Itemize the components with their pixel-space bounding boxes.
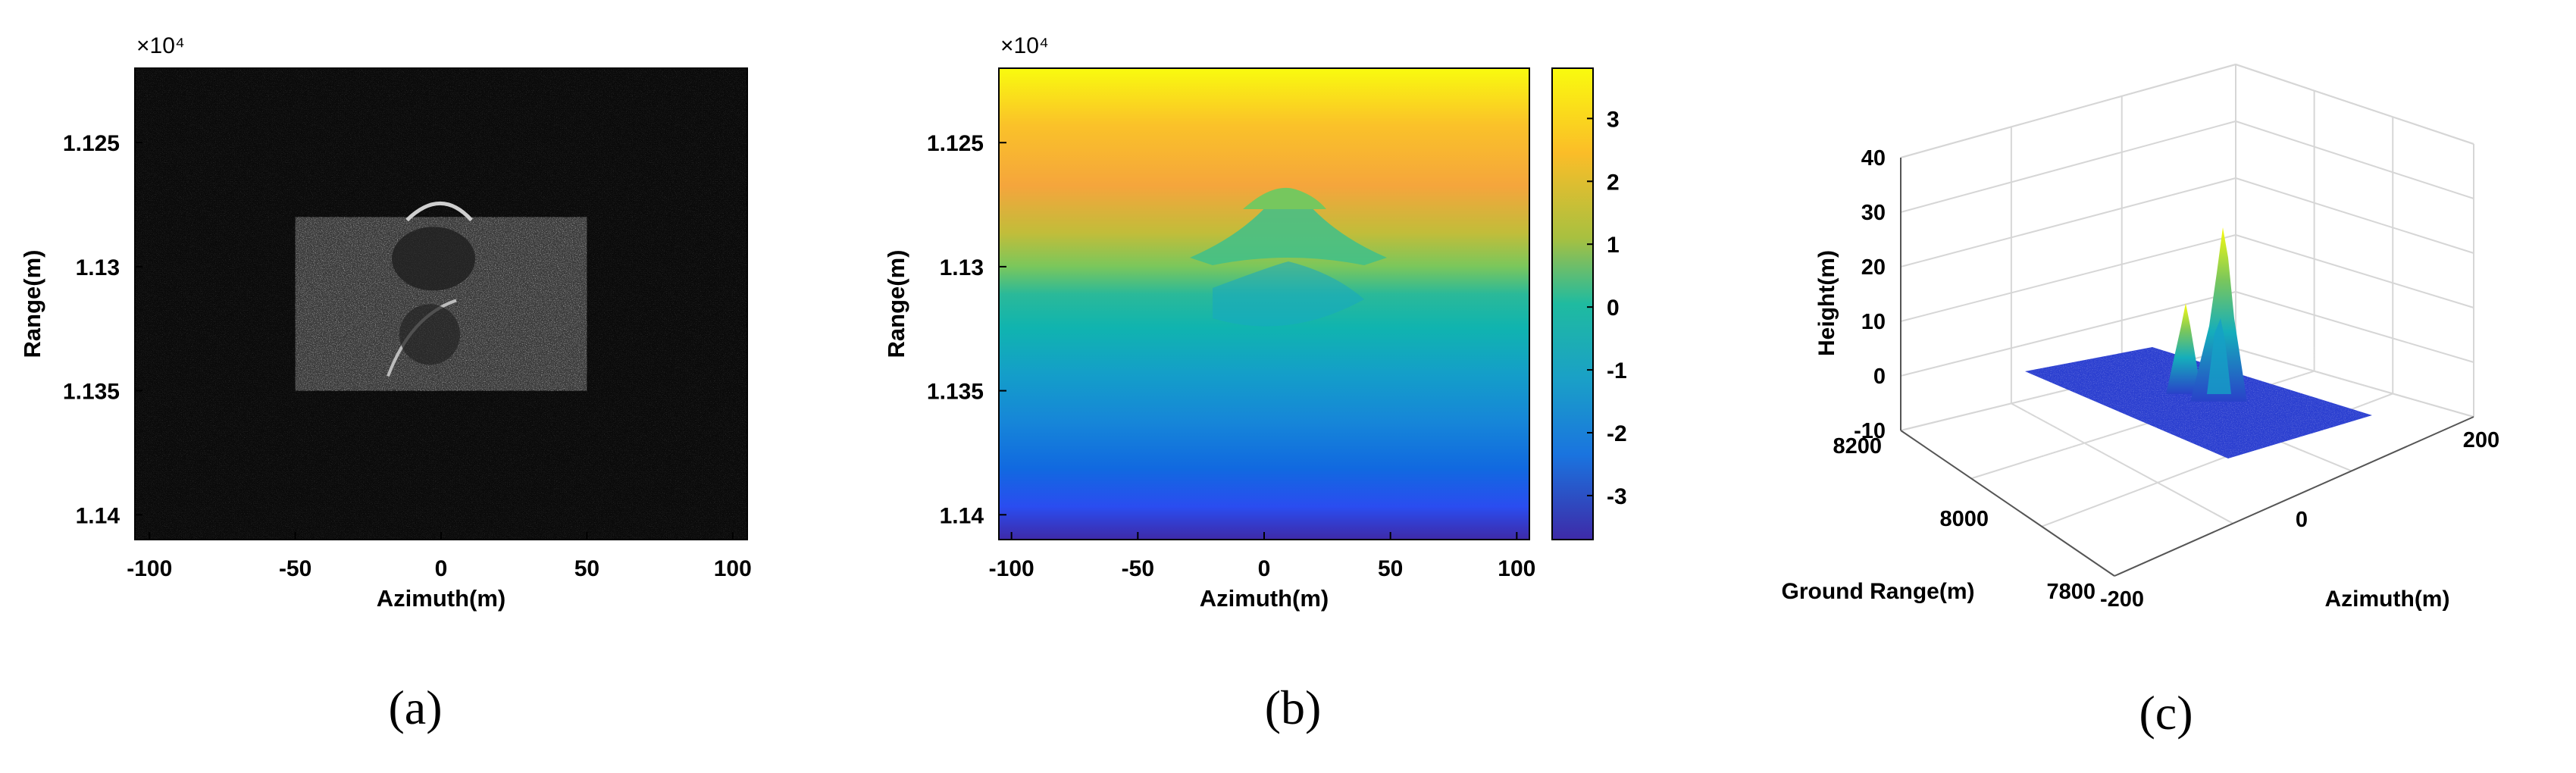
- panel-b-y-exponent: ×10⁴: [1000, 33, 1049, 58]
- panel-b-xtick-label: -50: [1122, 556, 1154, 581]
- panel-a-ytick-label: 1.135: [63, 380, 120, 405]
- panel-c-grid-line: [2235, 291, 2474, 363]
- panel-c-grid-line: [1900, 177, 2236, 268]
- panel-c-ztick-label: 0: [1873, 365, 1886, 389]
- panel-b-ytick-label: 1.13: [940, 255, 984, 280]
- panel-c-ground-texture: [2025, 347, 2372, 458]
- colorbar-tick-label: -1: [1607, 358, 1627, 383]
- panel-b-xlabel: Azimuth(m): [1200, 585, 1329, 612]
- panel-c-grid-line: [1900, 64, 2236, 158]
- panel-c-ylabel: Ground Range(m): [1782, 579, 1975, 604]
- panel-a-ytick-label: 1.14: [76, 503, 121, 528]
- panel-b-xtick-label: 50: [1378, 556, 1403, 581]
- colorbar-tick-label: 3: [1607, 107, 1620, 132]
- panel-c-grid-line: [1900, 234, 2236, 322]
- panel-a-ytick-label: 1.13: [76, 255, 120, 280]
- panel-a-ylabel: Range(m): [19, 250, 45, 358]
- panel-a-scene-region: [295, 202, 587, 391]
- panel-c: -10 0 10 20 30 40 7800 8000 8200 -200 0 200 Height(m…: [1782, 64, 2500, 612]
- panel-c-peak-main: [2190, 227, 2247, 402]
- panel-b-hill-cap: [1243, 187, 1326, 209]
- panel-b-axes: -100 -50 0 50 100 1.125 1.13 1.135 1.14 Azimuth(m…: [883, 33, 1627, 612]
- panel-a-xtick-label: -100: [127, 556, 172, 581]
- panel-b-hill-shadow: [1213, 261, 1364, 327]
- panel-a-ytick-label: 1.125: [63, 131, 120, 156]
- panel-c-grid-line: [1900, 120, 2236, 213]
- panel-c-grid-line: [2235, 120, 2474, 199]
- panel-a-xtick-label: 100: [714, 556, 752, 581]
- panel-a-ridge-shadow: [399, 304, 460, 365]
- colorbar-tick-label: -3: [1607, 484, 1627, 509]
- panel-b-ytick-label: 1.125: [927, 131, 984, 156]
- colorbar-tick-label: 2: [1607, 170, 1620, 195]
- panel-c-xtick-label: 0: [2296, 508, 2308, 532]
- panel-a-xtick-label: 50: [574, 556, 599, 581]
- panel-c-zlabel: Height(m): [1814, 250, 1839, 356]
- panel-c-grid-line: [2235, 64, 2474, 145]
- panel-c-ztick-label: -10: [1854, 419, 1886, 443]
- panel-b-xtick-label: 0: [1258, 556, 1271, 581]
- panel-b-ytick-label: 1.14: [940, 503, 984, 528]
- panel-b-hill-feature: [1190, 193, 1387, 265]
- colorbar-tick-label: 1: [1607, 233, 1620, 258]
- panel-a-y-exponent: ×10⁴: [136, 33, 185, 58]
- panel-c-y-axis: [1900, 430, 2115, 577]
- panel-c-ztick-label: 40: [1861, 146, 1886, 171]
- panel-a: -100 -50 0 50 100 1.125 1.13 1.135 1.14 Azimuth(m…: [19, 33, 752, 612]
- panel-b: -100 -50 0 50 100 1.125 1.13 1.135 1.14 Azimuth(m…: [883, 33, 1627, 612]
- panel-c-grid-line: [2235, 348, 2474, 418]
- panel-a-xlabel: Azimuth(m): [377, 585, 505, 612]
- panel-c-ytick-label: 8200: [1833, 434, 1882, 458]
- panel-b-xtick-label: 100: [1498, 556, 1535, 581]
- caption-a: (a): [388, 681, 442, 734]
- panel-a-hill-edge: [405, 202, 473, 222]
- caption-b: (b): [1265, 681, 1322, 734]
- panel-b-ytick-label: 1.135: [927, 380, 984, 405]
- panel-a-xtick-label: -50: [279, 556, 311, 581]
- colorbar-tick-label: 0: [1607, 296, 1620, 321]
- panel-c-peak-small: [2166, 303, 2202, 394]
- panel-c-grid-line: [2011, 402, 2233, 524]
- panel-b-ylabel: Range(m): [883, 250, 909, 358]
- panel-b-xtick-label: -100: [989, 556, 1034, 581]
- panel-c-grid-line: [2235, 234, 2474, 308]
- panel-c-grid-line: [2235, 177, 2474, 254]
- panel-c-ztick-label: 30: [1861, 201, 1886, 225]
- panel-c-ytick-label: 8000: [1939, 507, 1989, 531]
- panel-c-ztick-label: 10: [1861, 310, 1886, 334]
- panel-a-axes: -100 -50 0 50 100 1.125 1.13 1.135 1.14 Azimuth(m…: [19, 33, 752, 612]
- panel-a-hill-shadow: [392, 227, 475, 291]
- caption-c: (c): [2139, 686, 2193, 740]
- panel-a-xtick-label: 0: [435, 556, 448, 581]
- panel-c-xlabel: Azimuth(m): [2325, 587, 2450, 612]
- panel-c-axes: -10 0 10 20 30 40 7800 8000 8200 -200 0 200 Height(m…: [1782, 146, 2500, 612]
- panel-c-xtick-label: 200: [2463, 428, 2499, 452]
- panel-c-x-axis: [2114, 416, 2474, 577]
- panel-c-peak-side: [2207, 318, 2231, 394]
- panel-b-colorbar: [1551, 67, 1594, 540]
- panel-c-grid-line: [1900, 291, 2236, 377]
- panel-c-ztick-label: 20: [1861, 255, 1886, 280]
- panel-c-xtick-label: -200: [2100, 587, 2144, 612]
- colorbar-tick-label: -2: [1607, 421, 1627, 446]
- panel-c-ytick-label: 7800: [2046, 580, 2096, 604]
